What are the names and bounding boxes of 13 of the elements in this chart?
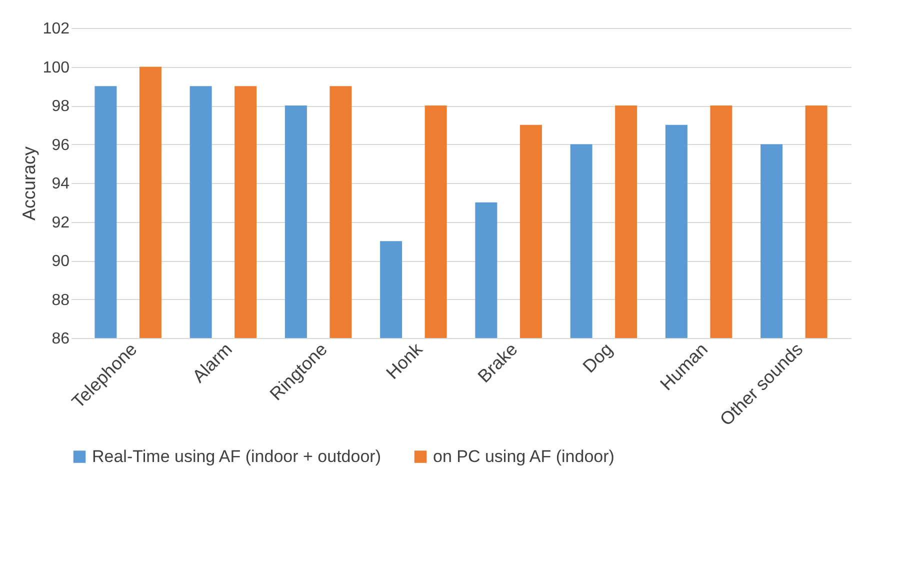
legend-label: on PC using AF (indoor) <box>433 446 614 466</box>
y-tick-label: 98 <box>52 98 70 115</box>
y-tick-label: 92 <box>52 214 70 232</box>
y-tick-label: 88 <box>52 292 70 309</box>
legend-label: Real-Time using AF (indoor + outdoor) <box>92 446 381 466</box>
y-tick-label: 90 <box>52 253 70 270</box>
y-tick-label: 94 <box>52 176 70 192</box>
y-axis-title: Accuracy <box>18 146 39 221</box>
x-tick-label: Dog <box>578 339 616 377</box>
y-tick-label: 100 <box>42 59 70 76</box>
y-tick-label: 102 <box>42 20 70 38</box>
y-tick-label: 96 <box>52 136 70 154</box>
y-tick-label: 86 <box>52 330 70 348</box>
